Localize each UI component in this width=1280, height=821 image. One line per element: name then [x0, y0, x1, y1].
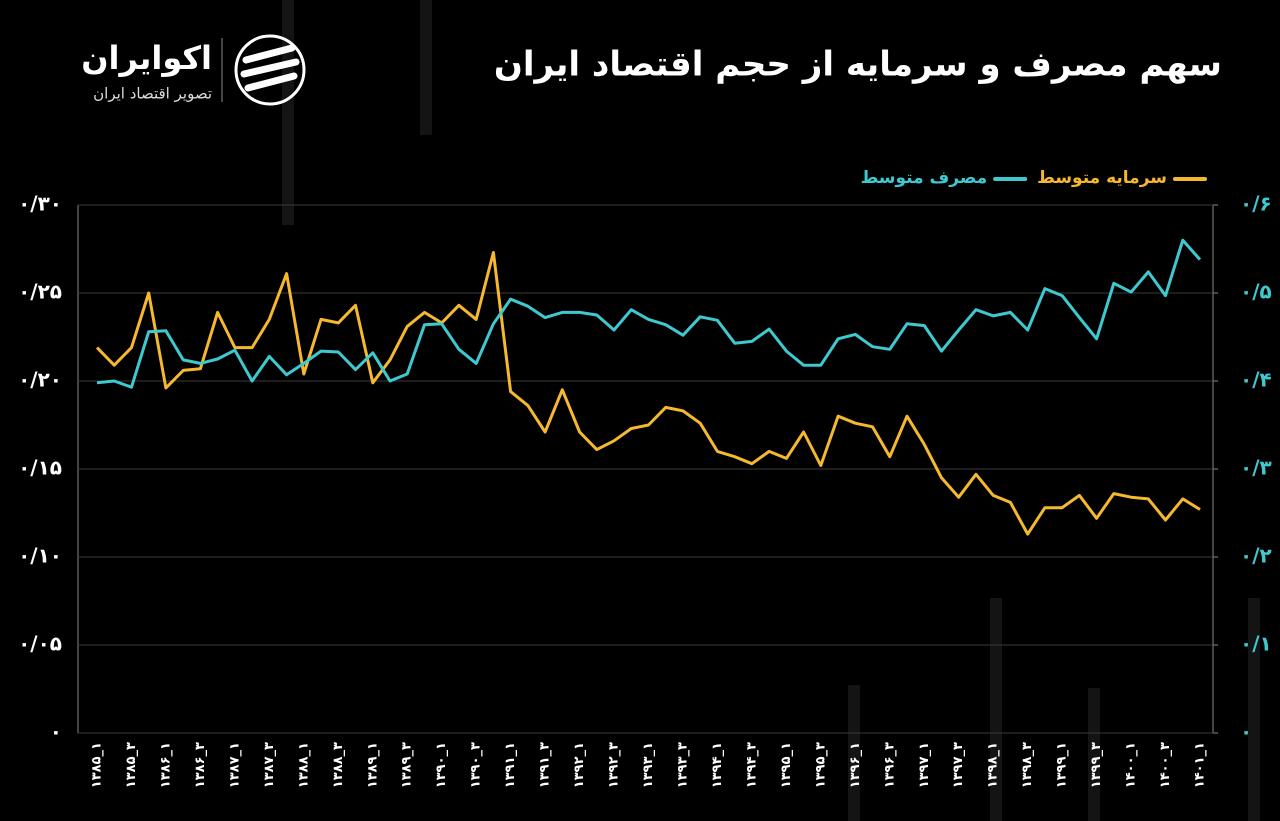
y2-tick-label: ۰/۲ — [1240, 544, 1272, 568]
y-tick-label: ۰/۳۰ — [18, 192, 62, 216]
logo-icon — [234, 34, 306, 106]
series-line — [95, 251, 1201, 536]
x-tick-label: ۱۳۹۵_۳ — [813, 742, 828, 788]
y-tick-label: ۰/۲۰ — [18, 368, 62, 392]
legend-label: مصرف متوسط — [861, 168, 988, 188]
y-tick-label: ۰ — [50, 720, 62, 744]
x-tick-label: ۱۳۹۱_۱ — [503, 742, 518, 788]
x-tick-label: ۱۳۸۷_۱ — [227, 742, 242, 788]
x-tick-label: ۱۴۰۰_۳ — [1158, 742, 1173, 788]
x-tick-label: ۱۳۹۴_۳ — [744, 742, 759, 788]
y2-tick-label: ۰/۳ — [1240, 456, 1272, 480]
decor-bars — [282, 0, 1260, 821]
x-tick-label: ۱۳۹۴_۱ — [710, 742, 725, 788]
y2-tick-label: ۰/۴ — [1240, 368, 1272, 392]
x-tick-label: ۱۳۸۸_۳ — [331, 742, 346, 788]
x-tick-label: ۱۳۹۸_۳ — [1020, 742, 1035, 788]
x-tick-label: ۱۳۹۷_۳ — [951, 742, 966, 788]
x-tick-label: ۱۳۹۷_۱ — [917, 742, 932, 788]
y-tick-label: ۰/۲۵ — [18, 280, 62, 304]
y-tick-label: ۰/۱۰ — [18, 544, 62, 568]
x-tick-label: ۱۳۸۶_۱ — [158, 742, 173, 788]
legend-label: سرمایه متوسط — [1037, 168, 1167, 188]
y-tick-label: ۰/۰۵ — [18, 632, 62, 656]
y2-tick-label: ۰/۱ — [1240, 632, 1272, 656]
x-tick-label: ۱۳۹۲_۱ — [572, 742, 587, 788]
y2-tick-label: ۰/۶ — [1240, 192, 1272, 216]
x-tick-label: ۱۳۹۳_۱ — [641, 742, 656, 788]
x-tick-label: ۱۴۰۱_۱ — [1193, 742, 1208, 788]
x-tick-label: ۱۳۸۹_۱ — [365, 742, 380, 788]
x-tick-label: ۱۳۸۶_۳ — [193, 742, 208, 788]
x-tick-label: ۱۴۰۰_۱ — [1124, 742, 1139, 788]
x-tick-label: ۱۳۹۹_۱ — [1055, 742, 1070, 788]
x-tick-label: ۱۳۹۶_۱ — [848, 742, 863, 788]
x-tick-label: ۱۳۹۳_۳ — [675, 742, 690, 788]
x-tick-label: ۱۳۸۷_۳ — [262, 742, 277, 788]
x-tick-label: ۱۳۹۱_۳ — [538, 742, 553, 788]
x-tick-label: ۱۳۸۸_۱ — [296, 742, 311, 788]
x-tick-label: ۱۳۸۵_۳ — [124, 742, 139, 788]
x-tick-label: ۱۳۹۹_۳ — [1089, 742, 1104, 788]
x-tick-label: ۱۳۸۵_۱ — [90, 742, 105, 788]
x-tick-label: ۱۳۹۸_۱ — [986, 742, 1001, 788]
x-tick-label: ۱۳۹۰_۳ — [469, 742, 484, 788]
series-line — [96, 238, 1202, 389]
x-tick-label: ۱۳۹۲_۳ — [607, 742, 622, 788]
x-tick-label: ۱۳۸۹_۳ — [400, 742, 415, 788]
x-tick-label: ۱۳۹۰_۱ — [434, 742, 449, 788]
chart-title: سهم مصرف و سرمایه از حجم اقتصاد ایران — [494, 45, 1222, 85]
y2-tick-label: ۰/۵ — [1240, 280, 1272, 304]
x-tick-label: ۱۳۹۶_۳ — [882, 742, 897, 788]
logo-subtitle: تصویر اقتصاد ایران — [93, 85, 212, 103]
x-tick-label: ۱۳۹۵_۱ — [779, 742, 794, 788]
y2-tick-label: ۰ — [1240, 720, 1252, 744]
y-tick-label: ۰/۱۵ — [18, 456, 62, 480]
logo-text: اکوایران — [81, 39, 212, 77]
